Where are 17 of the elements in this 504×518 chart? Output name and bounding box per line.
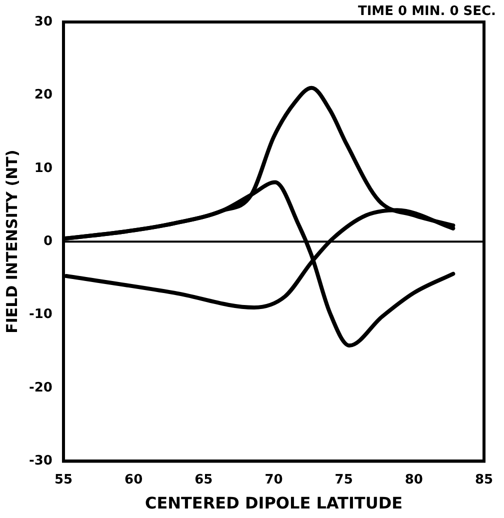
text: TIME 0 MIN. 0 SEC. <box>358 4 496 19</box>
y-tick-label: -10 <box>28 307 52 322</box>
y-tick-label: -30 <box>28 454 52 469</box>
y-tick-label: 20 <box>34 88 52 103</box>
x-tick-label: 80 <box>404 472 423 488</box>
y-tick-label: -20 <box>28 380 52 396</box>
x-tick-label: 85 <box>474 472 494 488</box>
x-tick-label: 65 <box>194 472 213 488</box>
x-tick-label: 60 <box>124 472 143 488</box>
y-tick-label: 10 <box>34 160 52 176</box>
x-tick-label: 70 <box>264 472 283 488</box>
y-axis-title: FIELD INTENSITY (NT) <box>2 150 21 334</box>
x-tick-label: 55 <box>54 472 73 488</box>
x-tick-label: 75 <box>334 472 353 488</box>
y-tick-label: 0 <box>43 234 52 249</box>
y-tick-label: 30 <box>34 14 52 30</box>
x-axis-title: CENTERED DIPOLE LATITUDE <box>144 494 403 513</box>
